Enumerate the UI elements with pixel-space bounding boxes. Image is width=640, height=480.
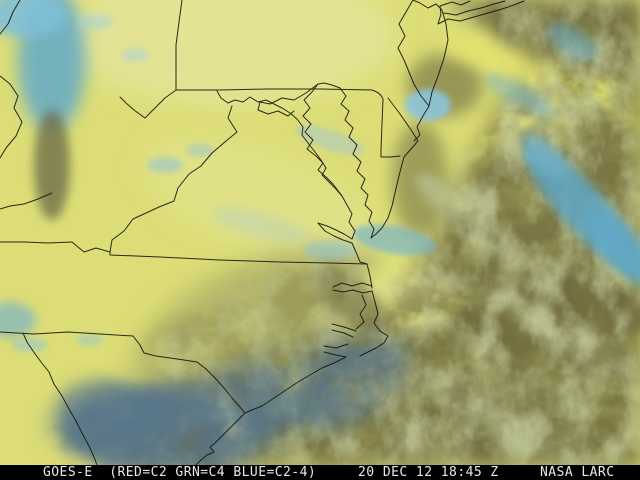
albemarle-sound xyxy=(332,263,373,294)
cirrus-cloud-streaks xyxy=(0,0,640,352)
state-boundaries xyxy=(0,0,401,465)
long-island-ct-coast xyxy=(437,0,525,25)
potomac-river xyxy=(216,90,343,197)
ky-va-border xyxy=(0,192,111,253)
pa-west-border xyxy=(175,0,183,91)
satellite-imagery xyxy=(0,0,640,465)
cloud-texture xyxy=(0,0,640,465)
chesapeake-west-shore xyxy=(302,83,356,240)
sc-ga-border xyxy=(22,332,98,465)
pamlico-sound-shore xyxy=(355,294,367,330)
coastline-rivers xyxy=(195,0,525,465)
nj-atlantic-coast xyxy=(412,0,449,107)
nc-sc-border xyxy=(132,335,246,414)
james-river-hampton-roads xyxy=(317,222,368,265)
status-bar: GOES-E (RED=C2 GRN=C4 BLUE=C2-4) 20 DEC … xyxy=(0,465,640,480)
outer-banks-hatteras xyxy=(359,290,389,357)
de-md-border xyxy=(371,89,401,158)
ohio-river-border xyxy=(0,0,23,159)
md-west-border xyxy=(119,89,177,119)
statusbar-credit: NASA LARC xyxy=(540,465,615,480)
mason-dixon-line xyxy=(175,88,373,91)
va-nc-border xyxy=(109,251,368,265)
chesapeake-head xyxy=(257,82,341,117)
nj-delaware-river xyxy=(397,0,430,107)
neuse-river xyxy=(323,343,349,358)
delmarva-atlantic-coast xyxy=(370,140,419,239)
nc-sc-coast xyxy=(195,356,347,465)
statusbar-timestamp: 20 DEC 12 18:45 Z xyxy=(358,465,499,480)
wv-va-border xyxy=(109,105,238,253)
satellite-scene xyxy=(0,0,640,465)
delaware-bay xyxy=(387,97,430,142)
pamlico-river xyxy=(331,323,357,338)
chesapeake-east-shore xyxy=(339,87,375,239)
statusbar-product-label: GOES-E (RED=C2 GRN=C4 BLUE=C2-4) xyxy=(43,465,317,480)
